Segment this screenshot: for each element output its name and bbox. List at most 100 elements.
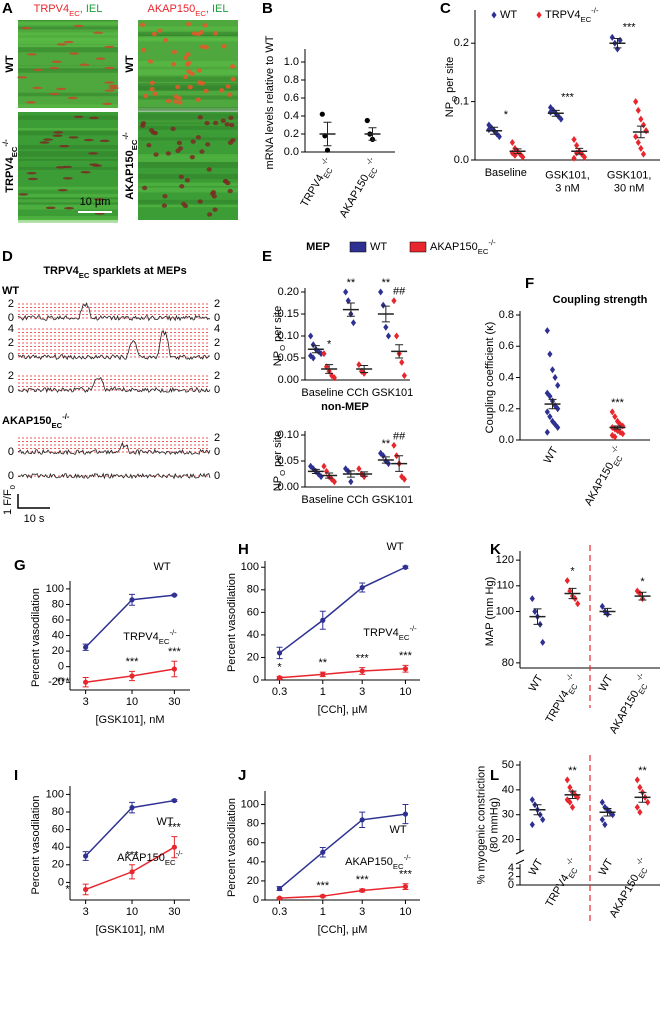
error-bar	[613, 425, 622, 430]
data-point	[320, 849, 326, 855]
fluorescent-spot	[225, 84, 231, 89]
panel-letter: I	[14, 767, 18, 784]
fiber	[18, 218, 118, 223]
text-part: -/-	[564, 671, 576, 682]
data-point	[599, 816, 605, 824]
data-point	[345, 467, 351, 475]
y-axis-label: Percent vasodilation	[226, 573, 238, 672]
trace	[17, 301, 211, 322]
y-tick-label: 0.05	[278, 352, 299, 364]
trace-tick-label: 2	[214, 298, 220, 310]
text-part: -/-	[564, 855, 576, 866]
data-point	[552, 374, 558, 381]
y-tick-label: 0.15	[278, 308, 299, 320]
fluorescent-spot	[149, 80, 155, 86]
trace-tick-label: 4	[8, 323, 14, 335]
scale-label: 10 µm	[80, 196, 111, 208]
significance: ***	[356, 653, 370, 665]
data-point	[324, 147, 331, 153]
trace-tick-label: 2	[8, 298, 14, 310]
y-tick-label: 100	[241, 561, 259, 573]
fiber	[138, 76, 238, 82]
data-point	[638, 144, 644, 152]
significance: *	[640, 576, 645, 588]
fluorescent-spot	[45, 206, 56, 210]
fluorescent-spot	[142, 185, 148, 191]
legend-label: AKAP150EC-/-	[430, 238, 496, 256]
y-axis-label: % myogenic constriction(80 mmHg)	[476, 766, 501, 885]
fluorescent-spot	[210, 190, 217, 195]
text-line: (80 mmHg)	[488, 797, 500, 852]
y-tick-label: 40	[52, 629, 64, 641]
fluorescent-spot	[229, 122, 235, 128]
fluorescent-spot	[73, 24, 84, 28]
data-point	[635, 138, 641, 146]
fluorescent-spot	[18, 193, 29, 196]
legend-label: WT	[370, 241, 387, 253]
fluorescent-spot	[26, 101, 37, 104]
error-bar	[533, 804, 542, 816]
fluorescent-spot	[185, 62, 191, 67]
row-label: AKAP150EC-/-	[121, 132, 139, 200]
fluorescent-spot	[79, 63, 90, 66]
error-bar	[568, 790, 577, 800]
y-tick-label: 0.8	[284, 74, 299, 86]
fluorescent-spot	[17, 76, 28, 79]
data-point	[547, 350, 553, 358]
data-point	[276, 675, 283, 681]
y-tick-label: 80	[247, 584, 259, 596]
panel-letter: B	[262, 0, 273, 17]
data-point	[552, 420, 558, 428]
significance: ***	[399, 650, 413, 662]
fluorescent-spot	[88, 116, 99, 120]
error-bar	[368, 127, 377, 141]
fluorescent-spot	[227, 92, 233, 97]
panel-letter: A	[2, 0, 13, 17]
fluorescent-spot	[143, 93, 149, 99]
data-point	[575, 600, 581, 608]
fluorescent-spot	[191, 31, 198, 36]
text-line: 30 nM	[614, 182, 645, 194]
fluorescent-spot	[102, 102, 113, 106]
data-point	[391, 441, 397, 449]
fiber	[18, 127, 118, 131]
text-part: AKAP150	[337, 173, 371, 220]
fiber	[18, 65, 118, 69]
text-part: -/-	[409, 624, 417, 633]
x-tick-label: GSK101	[372, 494, 414, 506]
significance: ***	[168, 646, 182, 658]
data-point	[609, 431, 615, 439]
fluorescent-spot	[68, 136, 79, 139]
data-point	[129, 805, 135, 811]
fluorescent-spot	[148, 127, 155, 133]
data-point	[486, 121, 492, 129]
data-point	[401, 372, 407, 380]
fluorescent-spot	[176, 140, 183, 146]
data-point	[310, 341, 316, 349]
y-tick-label: 0.10	[278, 330, 299, 342]
data-point	[617, 428, 623, 436]
trace	[17, 441, 211, 456]
y-tick-label: 0.10	[278, 429, 299, 441]
x-tick-label: 1	[320, 686, 326, 698]
fluorescent-spot	[204, 120, 210, 126]
y-axis-label: Percent vasodilation	[226, 798, 238, 897]
data-point	[385, 332, 392, 340]
data-point	[318, 473, 324, 481]
data-point	[359, 887, 365, 894]
data-point	[83, 644, 89, 650]
fluorescent-spot	[170, 126, 176, 132]
text-part: 1 F/F	[2, 489, 14, 515]
trace-tick-label: 0	[8, 470, 14, 482]
x-tick-label: AKAP150EC-/-	[334, 155, 383, 221]
fluorescent-spot	[182, 74, 189, 80]
data-point	[640, 150, 647, 158]
data-point	[555, 381, 561, 389]
data-point	[540, 638, 546, 646]
text-part: TRPV4	[363, 627, 398, 639]
trace-tick-label: 0	[214, 384, 220, 396]
fiber	[138, 125, 238, 130]
text-part: EC	[478, 247, 489, 256]
data-point	[320, 893, 326, 899]
x-tick-label: CCh	[346, 387, 368, 399]
